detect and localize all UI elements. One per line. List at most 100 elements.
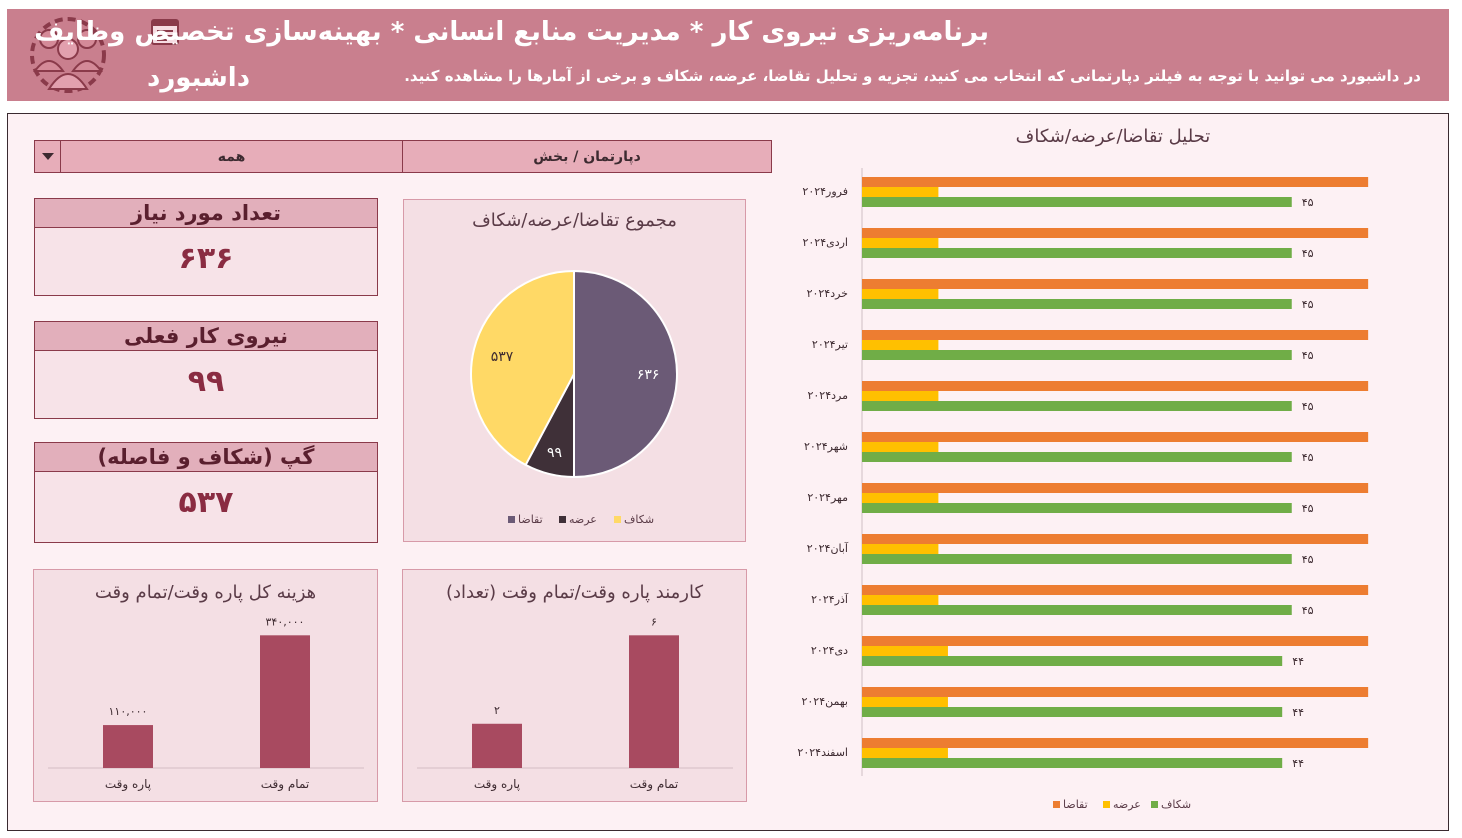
legend-swatch	[1151, 801, 1158, 808]
bar-supply	[862, 697, 948, 707]
kpi-value: ۹۹	[187, 364, 225, 399]
pie-data-label: ۶۳۶	[637, 367, 660, 383]
bar-data-label: ۳۴۰,۰۰۰	[266, 615, 305, 628]
bar-supply	[862, 646, 948, 656]
header-banner: برنامه‌ریزی نیروی کار * مدیریت منابع انس…	[7, 9, 1449, 101]
gap-data-label: ۴۴	[1292, 655, 1304, 668]
bar-data-label: ۱۱۰,۰۰۰	[109, 705, 148, 718]
y-tick-label: شهر۲۰۲۴	[804, 440, 848, 453]
count-chart-title: کارمند پاره وقت/تمام وقت (تعداد)	[445, 582, 704, 603]
bar-supply	[862, 748, 948, 758]
kpi-label: تعداد مورد نیاز	[35, 199, 377, 228]
bar-gap	[862, 605, 1292, 615]
monthly-chart-panel: تحلیل تقاضا/عرضه/شکاف فرور۲۰۲۴ ۴۵ اردی۲۰۲۴…	[783, 116, 1443, 826]
bar-gap	[862, 299, 1292, 309]
bar-supply	[862, 289, 939, 299]
bar-demand	[862, 228, 1369, 238]
gap-data-label: ۴۴	[1292, 757, 1304, 770]
bar-supply	[862, 238, 939, 248]
kpi-value: ۶۳۶	[178, 241, 234, 276]
bar-gap	[862, 401, 1292, 411]
y-tick-label: بهمن۲۰۲۴	[801, 695, 848, 708]
count-chart-panel: کارمند پاره وقت/تمام وقت (تعداد) ۲ پاره و…	[402, 569, 747, 802]
bar-supply	[862, 442, 939, 452]
bar-gap	[862, 248, 1292, 258]
legend-swatch	[614, 516, 621, 523]
cost-chart-panel: هزینه کل پاره وقت/تمام وقت ۱۱۰,۰۰۰ پاره و…	[33, 569, 378, 802]
bar-gap	[862, 503, 1292, 513]
legend-label: عرضه	[569, 513, 597, 526]
gap-data-label: ۴۵	[1302, 502, 1314, 515]
bar-data-label: ۶	[651, 615, 657, 628]
y-tick-label: آبان۲۰۲۴	[807, 541, 849, 555]
legend-swatch	[559, 516, 566, 523]
bar	[103, 725, 153, 768]
bar-demand	[862, 738, 1369, 748]
bar-demand	[862, 687, 1369, 697]
y-tick-label: خرد۲۰۲۴	[807, 287, 848, 300]
department-filter[interactable]: همه دپارتمان / بخش	[34, 140, 772, 173]
pie-chart-title: مجموع تقاضا/عرضه/شکاف	[472, 210, 677, 231]
legend-label: شکاف	[1161, 798, 1191, 811]
y-tick-label: دی۲۰۲۴	[811, 644, 848, 657]
pie-chart-panel: مجموع تقاضا/عرضه/شکاف ۶۳۶ ۹۹ ۵۳۷ تقاضا عرضه ش…	[403, 199, 746, 542]
kpi-label: گپ (شکاف و فاصله)	[35, 443, 377, 472]
y-tick-label: فرور۲۰۲۴	[802, 185, 848, 198]
monthly-chart-title: تحلیل تقاضا/عرضه/شکاف	[1015, 126, 1211, 147]
pie-data-label: ۹۹	[547, 445, 562, 461]
legend-label: شکاف	[624, 513, 654, 526]
bar	[629, 635, 679, 768]
bar-demand	[862, 177, 1369, 187]
dashboard-label: داشبورد	[147, 63, 251, 93]
x-tick-label: پاره وقت	[474, 777, 520, 792]
bar-supply	[862, 391, 939, 401]
bar-supply	[862, 340, 939, 350]
legend-label: عرضه	[1113, 798, 1141, 811]
cost-chart-title: هزینه کل پاره وقت/تمام وقت	[94, 582, 317, 603]
bar-gap	[862, 452, 1292, 462]
legend-swatch	[1053, 801, 1060, 808]
bar-gap	[862, 554, 1292, 564]
x-tick-label: پاره وقت	[105, 777, 151, 792]
bar-data-label: ۲	[494, 704, 500, 717]
cost-bar-chart: ۱۱۰,۰۰۰ پاره وقت ۳۴۰,۰۰۰ تمام وقت	[48, 615, 364, 792]
bar-supply	[862, 544, 939, 554]
bar-demand	[862, 381, 1369, 391]
kpi-current-workforce: نیروی کار فعلی ۹۹	[34, 321, 378, 419]
team-people-icon	[30, 17, 106, 93]
dashboard-canvas: همه دپارتمان / بخش تعداد مورد نیاز ۶۳۶ ن…	[7, 113, 1449, 831]
filter-selected-value[interactable]: همه	[61, 141, 403, 172]
bar	[260, 635, 310, 768]
legend-swatch	[1103, 801, 1110, 808]
pie-data-label: ۵۳۷	[491, 349, 514, 365]
gap-data-label: ۴۵	[1302, 247, 1314, 260]
report-icon	[151, 19, 179, 45]
gap-data-label: ۴۵	[1302, 298, 1314, 311]
filter-dropdown-button[interactable]	[35, 141, 61, 172]
bar-supply	[862, 187, 939, 197]
count-bar-chart: ۲ پاره وقت ۶ تمام وقت	[417, 615, 733, 792]
y-tick-label: آذر۲۰۲۴	[811, 592, 849, 606]
pie-chart: ۶۳۶ ۹۹ ۵۳۷ تقاضا عرضه شکاف	[470, 269, 678, 526]
legend-label: تقاضا	[1063, 798, 1088, 811]
x-tick-label: تمام وقت	[261, 777, 310, 792]
bar-demand	[862, 636, 1369, 646]
pie-slice	[573, 269, 678, 479]
bar-demand	[862, 432, 1369, 442]
x-tick-label: تمام وقت	[630, 777, 679, 792]
gap-data-label: ۴۵	[1302, 553, 1314, 566]
bar	[472, 723, 522, 768]
bar-demand	[862, 585, 1369, 595]
monthly-bar-chart: فرور۲۰۲۴ ۴۵ اردی۲۰۲۴ ۴۵ خرد۲۰۲۴ ۴۵ تیر۲۰۲۴ ۴۵ مر…	[797, 168, 1369, 811]
chevron-down-icon	[41, 153, 54, 160]
bar-demand	[862, 330, 1369, 340]
kpi-gap: گپ (شکاف و فاصله) ۵۳۷	[34, 442, 378, 543]
y-tick-label: اسفند۲۰۲۴	[797, 746, 848, 759]
y-tick-label: مهر۲۰۲۴	[807, 491, 848, 504]
bar-gap	[862, 197, 1292, 207]
page-subtitle: در داشبورد می توانید با توجه به فیلتر دپ…	[404, 67, 1421, 85]
kpi-required-count: تعداد مورد نیاز ۶۳۶	[34, 198, 378, 296]
kpi-label: نیروی کار فعلی	[35, 322, 377, 351]
bar-gap	[862, 656, 1283, 666]
gap-data-label: ۴۵	[1302, 604, 1314, 617]
